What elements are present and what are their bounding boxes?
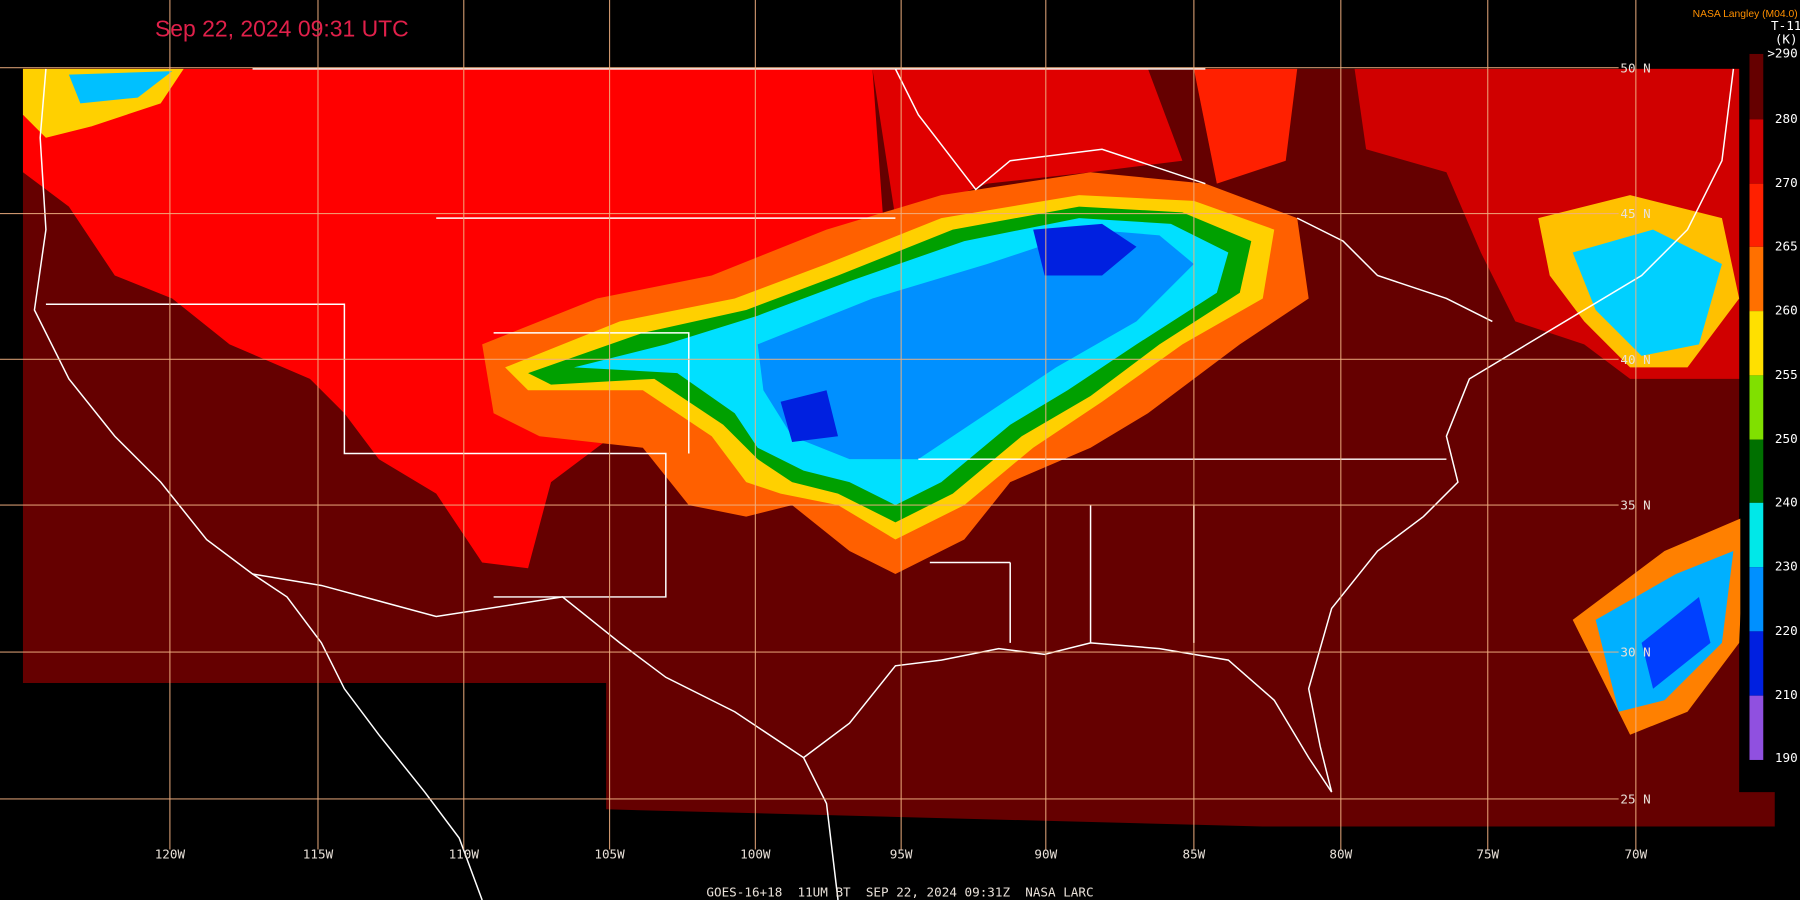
coastline	[803, 68, 1735, 793]
latitude-label: 50 N	[1620, 60, 1650, 75]
longitude-label: 75W	[1476, 847, 1499, 862]
timestamp: Sep 22, 2024 09:31 UTC	[155, 16, 409, 42]
legend-label: 190	[1775, 750, 1798, 765]
legend-label: 270	[1775, 175, 1798, 190]
source-label: NASA Langley (M04.0)	[1693, 9, 1798, 20]
color-swatch	[1749, 119, 1764, 184]
longitude-label: 105W	[594, 847, 625, 862]
coastline	[33, 68, 483, 900]
legend-label: 250	[1775, 431, 1798, 446]
longitude-label: 110W	[449, 847, 480, 862]
color-swatch	[1749, 567, 1764, 632]
color-swatch	[1749, 502, 1764, 568]
legend-units: (K)	[1775, 32, 1798, 47]
cloud-area	[872, 68, 1183, 219]
latitude-label: 35 N	[1620, 498, 1650, 513]
legend-label: 210	[1775, 687, 1798, 702]
legend-label: 265	[1775, 238, 1798, 253]
color-swatch	[1749, 246, 1764, 312]
latitude-label: 40 N	[1620, 352, 1650, 367]
color-swatch	[1749, 53, 1764, 120]
color-swatch	[1749, 439, 1764, 503]
cloud-area	[68, 71, 173, 104]
color-swatch	[1749, 183, 1764, 247]
longitude-label: 120W	[155, 847, 186, 862]
longitude-label: 90W	[1034, 847, 1057, 862]
colorbar-frame	[1740, 45, 1800, 787]
border	[252, 573, 839, 900]
longitude-label: 100W	[740, 847, 771, 862]
longitude-labels: 120W 115W 110W 105W 100W 95W 90W 85W 80W 75W 70W	[155, 847, 1648, 862]
cloud-area	[22, 68, 884, 569]
longitude-label: 70W	[1624, 847, 1647, 862]
border	[45, 68, 1493, 598]
longitude-label: 85W	[1182, 847, 1205, 862]
legend-label: 260	[1775, 303, 1798, 318]
color-swatch	[1749, 695, 1764, 760]
border	[918, 458, 1447, 643]
longitude-label: 115W	[303, 847, 334, 862]
cloud-area	[1641, 596, 1711, 689]
cloud-area	[780, 223, 1137, 442]
legend-label: >290	[1767, 45, 1797, 60]
colorbar	[1749, 53, 1764, 760]
legend-label: 220	[1775, 623, 1798, 638]
legend-label: 255	[1775, 367, 1798, 382]
latitude-label: 30 N	[1620, 645, 1650, 660]
latitude-labels: 50 N 45 N 40 N 35 N 30 N 25 N	[1620, 60, 1650, 806]
cloud-area	[1572, 229, 1722, 356]
longitude-label: 80W	[1329, 847, 1352, 862]
color-swatch	[1749, 631, 1764, 696]
color-swatch	[1749, 311, 1764, 376]
graticule	[0, 0, 1637, 850]
color-swatch	[1749, 375, 1764, 440]
legend-title: T-11	[1771, 18, 1800, 33]
latitude-label: 25 N	[1620, 792, 1650, 807]
footer: GOES-16+18 11UM BT SEP 22, 2024 09:31Z N…	[706, 885, 1093, 900]
cloud-area	[1193, 68, 1298, 184]
legend-label: 230	[1775, 559, 1798, 574]
longitude-label: 95W	[890, 847, 913, 862]
cloud-area	[757, 229, 1194, 460]
legend-labels: >290 280 270 265 260 255 250 240 230 220 210 190	[1767, 45, 1797, 765]
legend-label: 240	[1775, 494, 1798, 509]
latitude-label: 45 N	[1620, 206, 1650, 221]
legend-label: 280	[1775, 111, 1798, 126]
